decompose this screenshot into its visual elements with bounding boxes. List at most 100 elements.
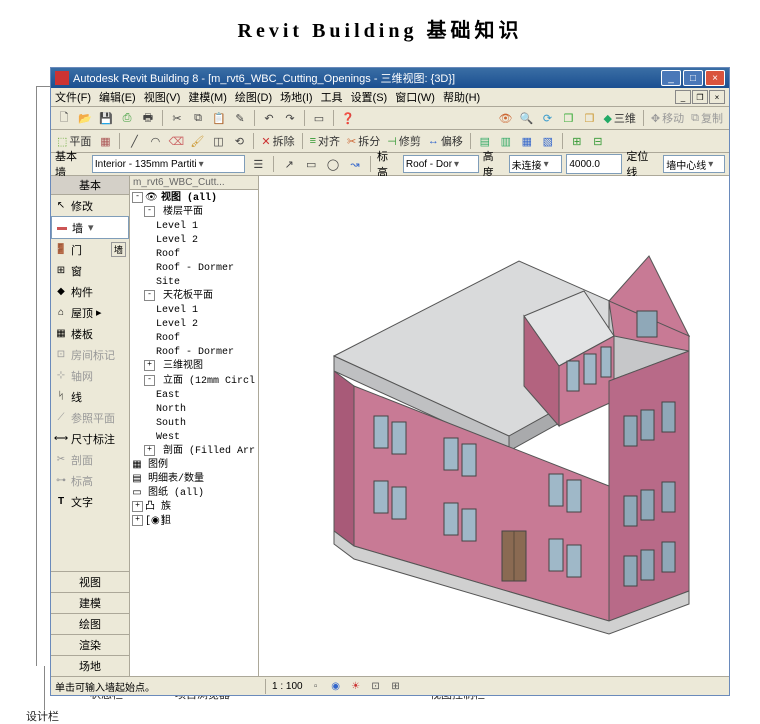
designtab-draft[interactable]: 绘图 bbox=[51, 613, 129, 634]
menu-help[interactable]: 帮助(H) bbox=[443, 89, 480, 105]
od-icon[interactable]: ↝ bbox=[346, 155, 364, 173]
rect-icon[interactable]: ▭ bbox=[310, 109, 328, 127]
lines-tool[interactable]: ᛋ线 bbox=[51, 386, 129, 407]
model-graphics-icon[interactable]: ◉ bbox=[329, 679, 343, 693]
eye-icon[interactable]: 👁 bbox=[496, 109, 514, 127]
plane-button[interactable]: ⬚平面 bbox=[55, 133, 93, 149]
save2-icon[interactable]: ⎙ bbox=[118, 109, 136, 127]
undo-icon[interactable]: ↶ bbox=[260, 109, 278, 127]
ungrp-icon[interactable]: ⊟ bbox=[589, 132, 607, 150]
line-icon[interactable]: ╱ bbox=[125, 132, 143, 150]
window-tool[interactable]: ⊞窗 bbox=[51, 260, 129, 281]
door-tool[interactable]: 🚪门墙 bbox=[51, 239, 129, 260]
roof-tool[interactable]: ⌂屋顶 ▸ bbox=[51, 302, 129, 323]
designtab-view[interactable]: 视图 bbox=[51, 571, 129, 592]
wall-tool[interactable]: ▬墙 bbox=[51, 216, 129, 239]
t1-icon[interactable]: ▦ bbox=[96, 132, 114, 150]
save-icon[interactable]: 💾 bbox=[97, 109, 115, 127]
menubar: 文件(F) 编辑(E) 视图(V) 建模(M) 绘图(D) 场地(I) 工具 设… bbox=[51, 88, 729, 107]
paint-icon[interactable]: 🖌 bbox=[188, 132, 206, 150]
refresh-icon[interactable]: ⟳ bbox=[538, 109, 556, 127]
text-tool[interactable]: T文字 bbox=[51, 491, 129, 512]
crop2-icon[interactable]: ⊞ bbox=[389, 679, 403, 693]
print-icon[interactable]: 🖶 bbox=[139, 109, 157, 127]
zoom-icon[interactable]: 🔍 bbox=[517, 109, 535, 127]
new-icon[interactable]: 🗋 bbox=[55, 109, 73, 127]
titlebar[interactable]: Autodesk Revit Building 8 - [m_rvt6_WBC_… bbox=[51, 68, 729, 88]
design-bar: 基本 ↖修改 ▬墙 🚪门墙 ⊞窗 ◆构件 ⌂屋顶 ▸ ▦楼板 ⊡房间标记 ⊹轴网… bbox=[51, 176, 130, 676]
menu-draft[interactable]: 绘图(D) bbox=[235, 89, 272, 105]
refplane-tool[interactable]: ⟋参照平面 bbox=[51, 407, 129, 428]
close-button[interactable]: × bbox=[705, 70, 725, 86]
mdi-close[interactable]: × bbox=[709, 90, 725, 104]
depth-input[interactable] bbox=[566, 154, 622, 174]
align-button[interactable]: ≡对齐 bbox=[308, 133, 342, 149]
copy-button[interactable]: ⧉复制 bbox=[689, 110, 725, 126]
minimize-button[interactable]: _ bbox=[661, 70, 681, 86]
menu-edit[interactable]: 编辑(E) bbox=[99, 89, 136, 105]
locate-selector[interactable]: 墙中心线 bbox=[663, 155, 725, 173]
menu-settings[interactable]: 设置(S) bbox=[351, 89, 388, 105]
roomtag-tool[interactable]: ⊡房间标记 bbox=[51, 344, 129, 365]
height-selector[interactable]: Roof - Dor bbox=[403, 155, 479, 173]
menu-tools[interactable]: 工具 bbox=[321, 89, 343, 105]
grid-tool[interactable]: ⊹轴网 bbox=[51, 365, 129, 386]
3d-button[interactable]: ◆三维 bbox=[601, 110, 637, 126]
dimension-tool[interactable]: ⟷尺寸标注 bbox=[51, 428, 129, 449]
cube-icon[interactable]: ❒ bbox=[559, 109, 577, 127]
maximize-button[interactable]: □ bbox=[683, 70, 703, 86]
view-control-bar: 1 : 100 ▫ ◉ ☀ ⊡ ⊞ bbox=[266, 679, 409, 693]
oa-icon[interactable]: ↗ bbox=[280, 155, 298, 173]
level-tool[interactable]: ⊶标高 bbox=[51, 470, 129, 491]
section-tool[interactable]: ✂剖面 bbox=[51, 449, 129, 470]
g4-icon[interactable]: ▧ bbox=[539, 132, 557, 150]
menu-window[interactable]: 窗口(W) bbox=[395, 89, 435, 105]
designbar-tab-basic[interactable]: 基本 bbox=[51, 176, 129, 195]
menu-file[interactable]: 文件(F) bbox=[55, 89, 91, 105]
viewport-3d[interactable] bbox=[259, 176, 729, 676]
designtab-site[interactable]: 场地 bbox=[51, 655, 129, 676]
ob-icon[interactable]: ▭ bbox=[302, 155, 320, 173]
mdi-restore[interactable]: ❐ bbox=[692, 90, 708, 104]
annot-designbar: 设计栏 bbox=[26, 708, 59, 724]
redo-icon[interactable]: ↷ bbox=[281, 109, 299, 127]
split-button[interactable]: ✂拆分 bbox=[345, 133, 382, 149]
designtab-model[interactable]: 建模 bbox=[51, 592, 129, 613]
cut-icon[interactable]: ✂ bbox=[168, 109, 186, 127]
match-icon[interactable]: ✎ bbox=[231, 109, 249, 127]
menu-view[interactable]: 视图(V) bbox=[144, 89, 181, 105]
rot-icon[interactable]: ⟲ bbox=[230, 132, 248, 150]
type-selector[interactable]: Interior - 135mm Partiti bbox=[92, 155, 245, 173]
open-icon[interactable]: 📂 bbox=[76, 109, 94, 127]
oc-icon[interactable]: ◯ bbox=[324, 155, 342, 173]
crop-icon[interactable]: ⊡ bbox=[369, 679, 383, 693]
eraser-icon[interactable]: ⌫ bbox=[167, 132, 185, 150]
offset-button[interactable]: ↔偏移 bbox=[426, 133, 465, 149]
browser-header: m_rvt6_WBC_Cutt... bbox=[130, 176, 258, 190]
cube2-icon[interactable]: ❒ bbox=[580, 109, 598, 127]
grp-icon[interactable]: ⊞ bbox=[568, 132, 586, 150]
component-tool[interactable]: ◆构件 bbox=[51, 281, 129, 302]
prop-icon[interactable]: ☰ bbox=[249, 155, 267, 173]
demolish-button[interactable]: ✕拆除 bbox=[259, 133, 296, 149]
copy-icon[interactable]: ⧉ bbox=[189, 109, 207, 127]
arc-icon[interactable]: ◠ bbox=[146, 132, 164, 150]
scale-display[interactable]: 1 : 100 bbox=[272, 681, 303, 692]
modify-tool[interactable]: ↖修改 bbox=[51, 195, 129, 216]
browser-tree[interactable]: -👁 视图 (all) - 楼层平面 Level 1 Level 2 Roof … bbox=[130, 190, 258, 676]
mdi-min[interactable]: _ bbox=[675, 90, 691, 104]
shadows-icon[interactable]: ☀ bbox=[349, 679, 363, 693]
depth-selector[interactable]: 未连接 bbox=[509, 155, 563, 173]
status-bar: 单击可输入墙起始点。 1 : 100 ▫ ◉ ☀ ⊡ ⊞ bbox=[51, 676, 729, 695]
designtab-render[interactable]: 渲染 bbox=[51, 634, 129, 655]
floor-tool[interactable]: ▦楼板 bbox=[51, 323, 129, 344]
move-button[interactable]: ✥移动 bbox=[649, 110, 686, 126]
detail-icon[interactable]: ▫ bbox=[309, 679, 323, 693]
paste-icon[interactable]: 📋 bbox=[210, 109, 228, 127]
trim-button[interactable]: ⊣修剪 bbox=[385, 133, 423, 149]
menu-model[interactable]: 建模(M) bbox=[188, 89, 227, 105]
help-icon[interactable]: ❓ bbox=[339, 109, 357, 127]
g3-icon[interactable]: ▦ bbox=[518, 132, 536, 150]
menu-site[interactable]: 场地(I) bbox=[280, 89, 312, 105]
box-icon[interactable]: ◫ bbox=[209, 132, 227, 150]
